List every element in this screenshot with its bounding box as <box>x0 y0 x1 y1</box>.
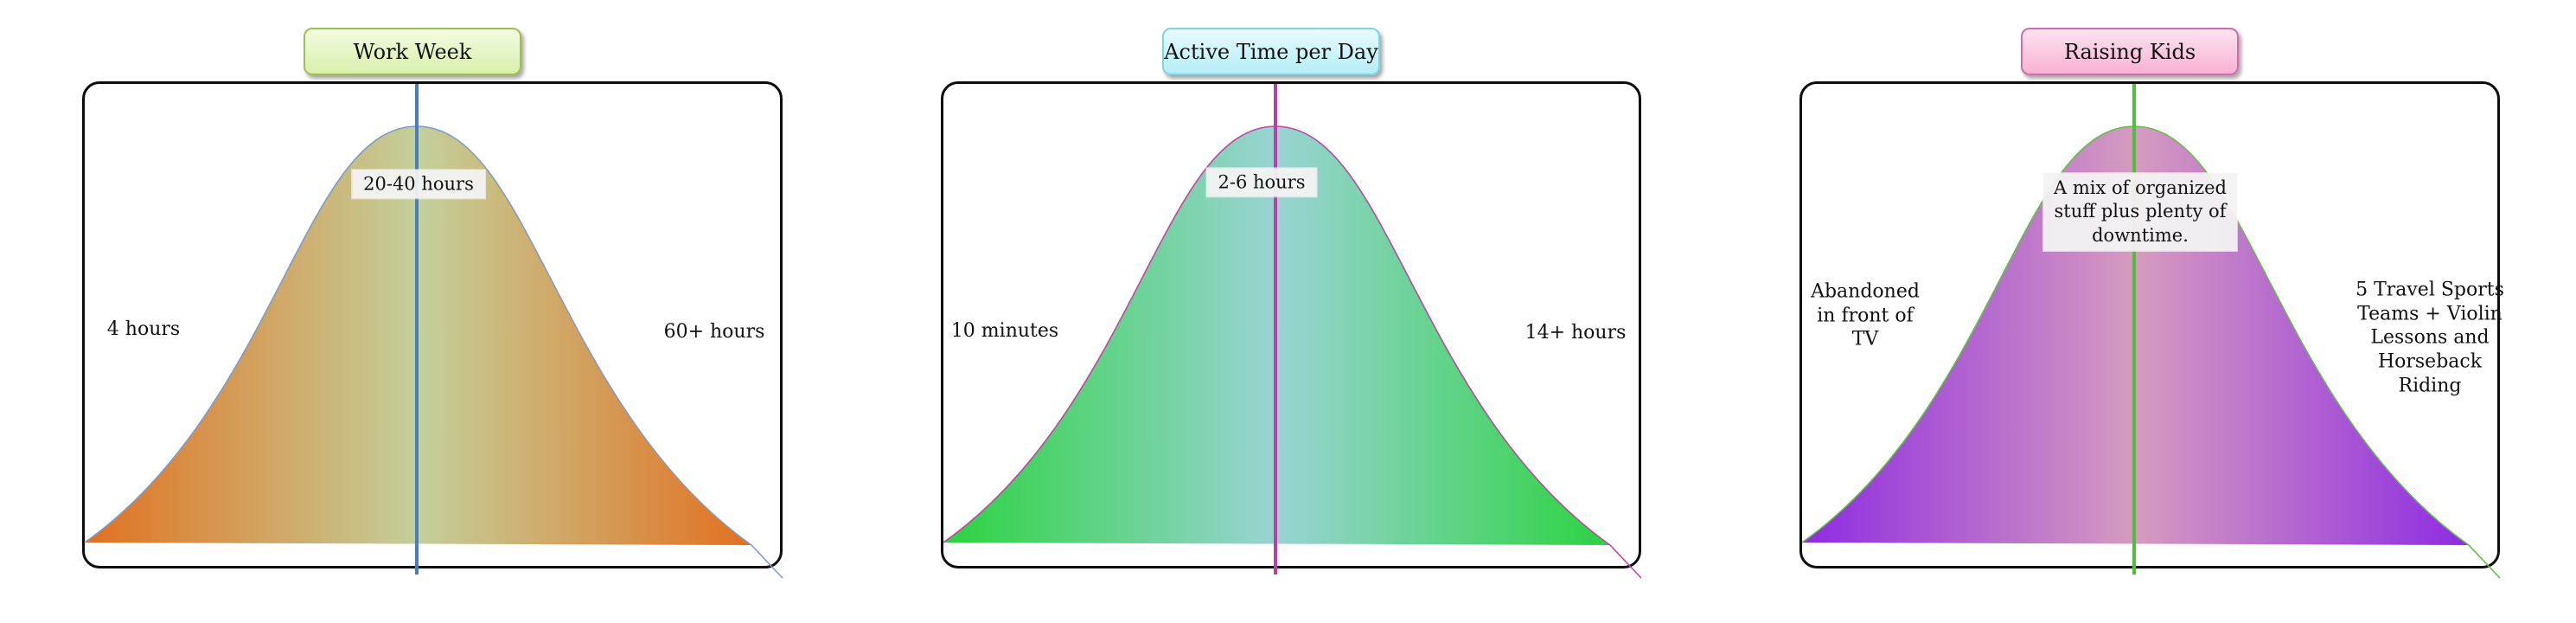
right-tail-label: 14+ hours <box>1525 322 1627 344</box>
left-tail-label: 10 minutes <box>950 320 1059 343</box>
panel-title: Work Week <box>353 39 472 64</box>
title-badge: Work Week <box>304 28 521 75</box>
left-tail-label: Abandoned in front of TV <box>1811 280 1920 350</box>
panel-active-time-per-day: Active Time per Day 10 minutes 2-6 hours… <box>859 0 1717 623</box>
panel-title: Raising Kids <box>2063 39 2196 64</box>
title-badge: Raising Kids <box>2021 28 2239 75</box>
title-badge: Active Time per Day <box>1162 28 1380 75</box>
panel-work-week: Work Week 4 hours 20-40 hours 60+ hours <box>0 0 859 623</box>
peak-label: A mix of organized stuff plus plenty of … <box>2043 173 2237 251</box>
panel-title: Active Time per Day <box>1164 39 1378 64</box>
peak-label: 20-40 hours <box>352 170 485 199</box>
peak-label: 2-6 hours <box>1206 168 1317 197</box>
right-tail-label: 5 Travel Sports Teams + Violin Lessons a… <box>2355 279 2504 397</box>
right-tail-label: 60+ hours <box>663 321 765 344</box>
panel-raising-kids: Raising Kids Abandoned in front of TV A … <box>1717 0 2576 623</box>
left-tail-label: 4 hours <box>106 318 181 341</box>
